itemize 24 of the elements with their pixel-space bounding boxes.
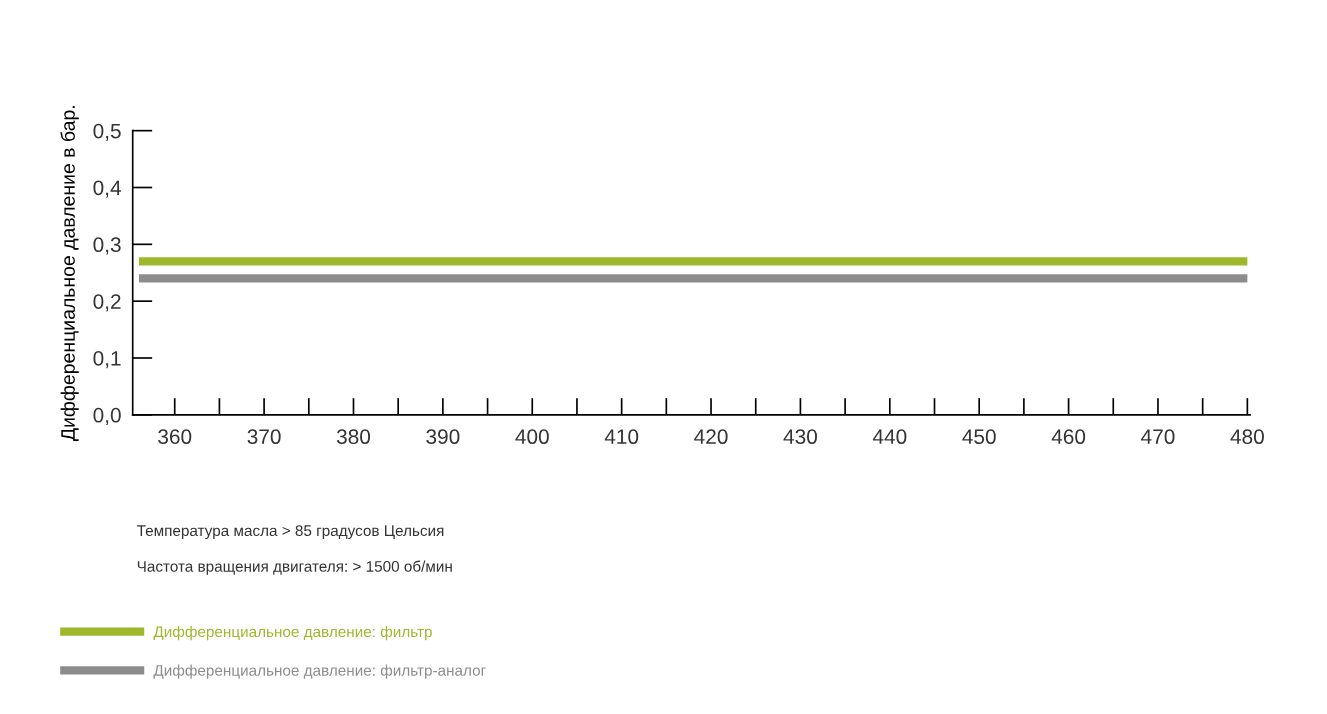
x-tick-label: 440 (872, 429, 907, 445)
text: Дифференциальное давление: фильтр (153, 625, 432, 641)
x-tick-label: 450 (962, 429, 996, 445)
y-axis-title: Дифференциальное давление в бар. (60, 106, 79, 441)
x-tick-label: 420 (694, 429, 728, 445)
x-tick-label: 410 (604, 429, 639, 445)
y-tick-label: 0,3 (93, 237, 121, 255)
y-tick-label: 0,0 (93, 407, 121, 426)
y-tick-label: 0,1 (93, 351, 121, 369)
x-tick-label: 430 (783, 429, 817, 445)
x-tick-label: 400 (515, 429, 549, 445)
y-tick-label: 0,5 (93, 123, 121, 141)
x-tick-label: 480 (1230, 429, 1264, 445)
y-tick-label: 0,4 (93, 180, 121, 198)
text: Частота вращения двигателя: > 1500 об/мин (137, 560, 452, 575)
y-tick-label: 0,2 (93, 294, 121, 312)
x-tick-label: 460 (1051, 429, 1086, 445)
x-tick-label: 380 (336, 429, 371, 445)
text: Дифференциальное давление: фильтр-аналог (153, 664, 486, 679)
x-tick-label: 390 (426, 429, 460, 445)
x-tick-label: 470 (1141, 429, 1175, 445)
x-tick-label: 360 (158, 429, 192, 445)
text: Температура масла > 85 градусов Цельсия (137, 525, 444, 540)
x-tick-label: 370 (247, 429, 281, 445)
